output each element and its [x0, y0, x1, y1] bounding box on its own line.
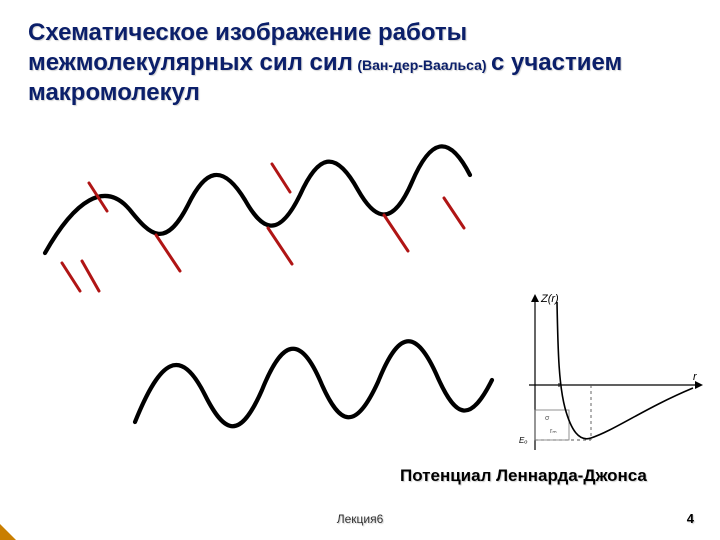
- lennard-jones-plot: Z(r) r σ rₘ Eₒ: [495, 290, 705, 460]
- footer-page-number: 4: [687, 511, 694, 526]
- title-small: (Ван-дер-Ваальса): [357, 57, 486, 73]
- force-tick: [444, 198, 464, 228]
- wave-curve-upper: [45, 146, 470, 253]
- corner-fold-icon: [0, 524, 16, 540]
- lj-rm-label: rₘ: [550, 428, 557, 435]
- force-ticks: [62, 164, 464, 291]
- footer-lecture: Лекция6: [337, 512, 384, 526]
- lj-y-label: Z(r): [540, 293, 559, 305]
- force-tick: [384, 215, 408, 251]
- force-tick: [268, 228, 292, 264]
- force-tick: [156, 235, 180, 271]
- force-tick: [89, 183, 107, 211]
- wave-curve-lower: [135, 341, 492, 426]
- lj-sigma-label: σ: [545, 415, 550, 422]
- lj-caption: Потенциал Леннарда-Джонса: [400, 466, 647, 486]
- force-tick: [82, 261, 99, 291]
- slide: Схематическое изображение работы межмоле…: [0, 0, 720, 540]
- force-tick: [62, 263, 80, 291]
- force-tick: [272, 164, 290, 192]
- lj-eps-label: Eₒ: [519, 436, 528, 445]
- slide-title: Схематическое изображение работы межмоле…: [28, 18, 692, 108]
